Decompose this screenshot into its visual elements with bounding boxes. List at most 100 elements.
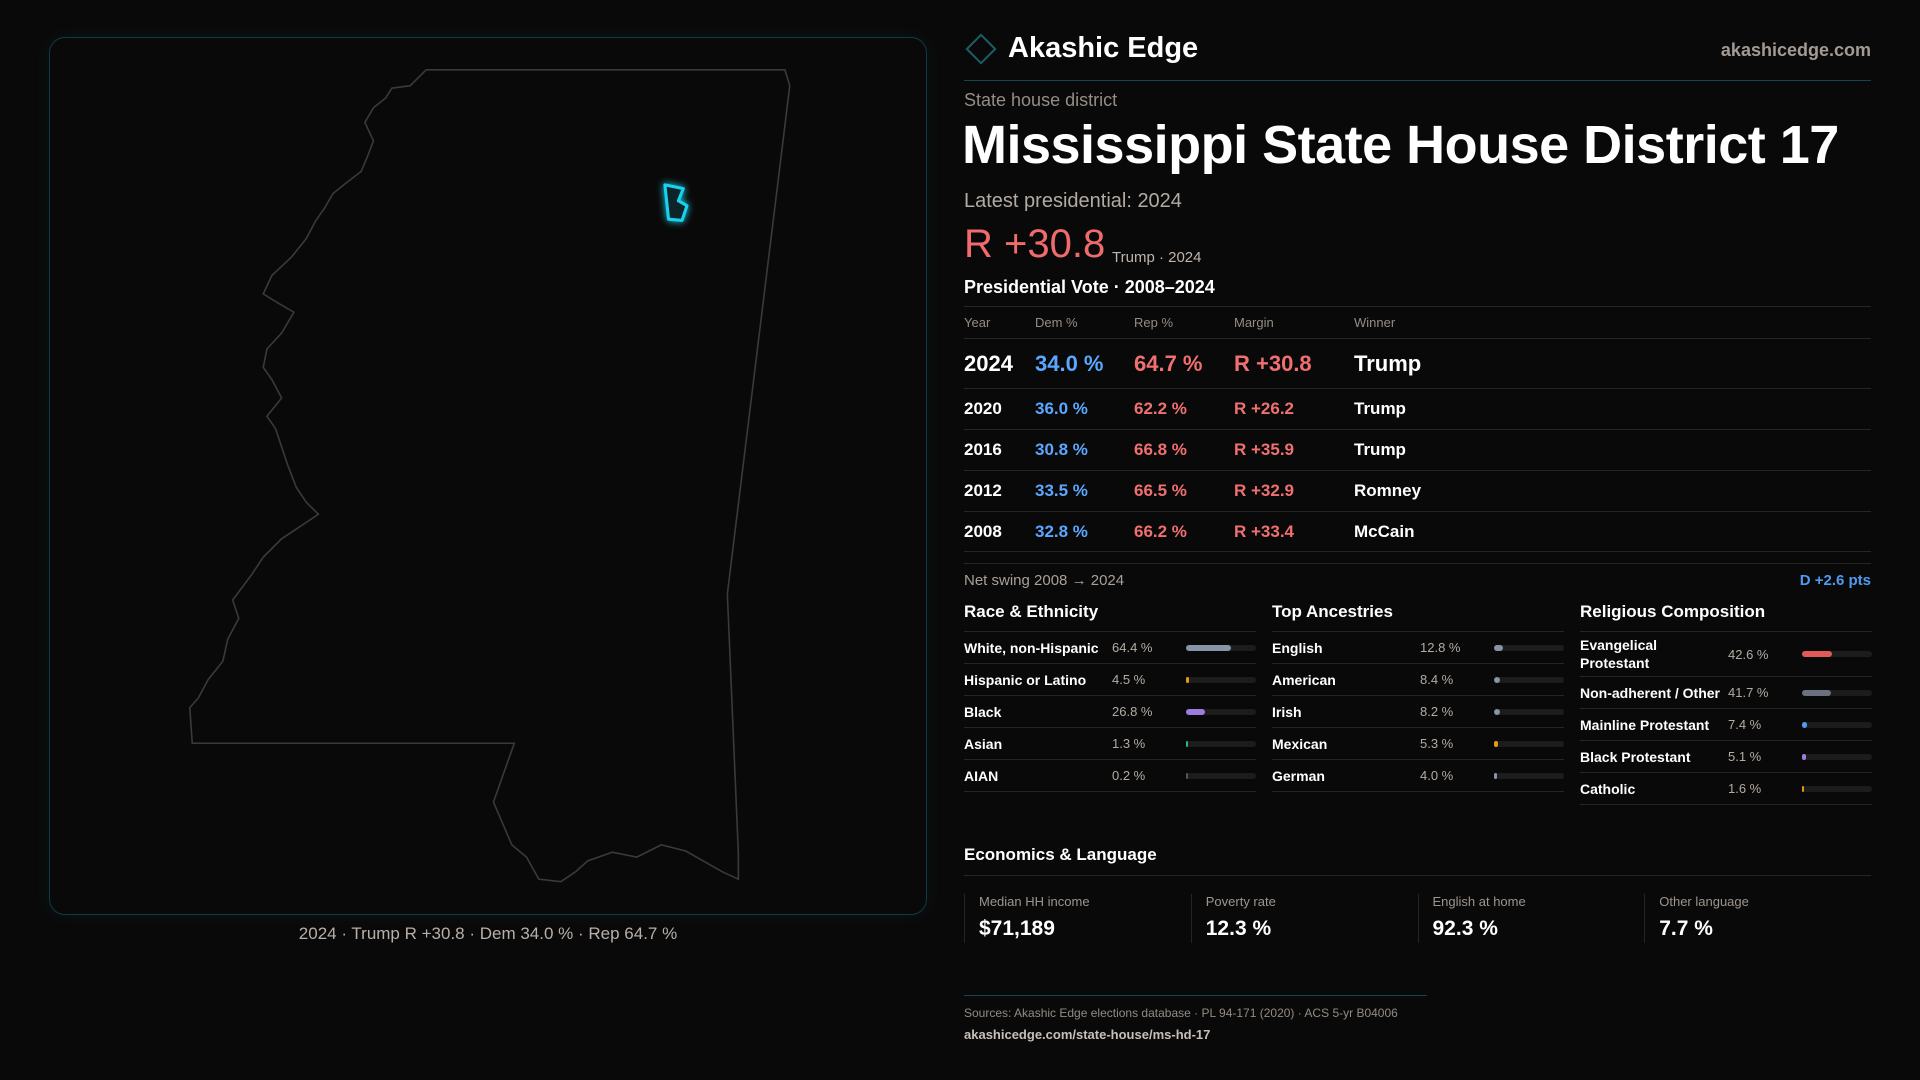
diamond-outline-icon <box>965 32 997 65</box>
col-winner: Winner <box>1354 315 1396 330</box>
list-item: German 4.0 % <box>1272 760 1564 792</box>
stat-card: Other language 7.7 % <box>1644 894 1871 943</box>
page-url[interactable]: akashicedge.com/state-house/ms-hd-17 <box>964 1027 1211 1042</box>
cell-year: 2016 <box>964 440 1002 459</box>
list-item: American 8.4 % <box>1272 664 1564 696</box>
map-panel[interactable] <box>49 37 927 915</box>
item-bar <box>1802 785 1872 792</box>
item-bar-fill <box>1802 689 1832 696</box>
cell-rep: 66.8 % <box>1134 440 1187 459</box>
table-row: 2008 32.8 % 66.2 % R +33.4 McCain <box>964 511 1871 552</box>
cell-rep: 62.2 % <box>1134 399 1187 418</box>
item-bar-fill <box>1802 721 1808 728</box>
item-label: AIAN <box>964 767 999 784</box>
col-margin: Margin <box>1234 315 1274 330</box>
list-item: Black Protestant 5.1 % <box>1580 741 1872 773</box>
cell-margin: R +30.8 <box>1234 350 1312 376</box>
cell-margin: R +35.9 <box>1234 440 1295 459</box>
cell-rep: 66.5 % <box>1134 481 1187 500</box>
list-item: White, non-Hispanic 64.4 % <box>964 632 1256 664</box>
cell-dem: 33.5 % <box>1035 481 1088 500</box>
item-bar <box>1802 753 1872 760</box>
item-label: Evangelical Protestant <box>1580 637 1658 671</box>
list-item: Hispanic or Latino 4.5 % <box>964 664 1256 696</box>
cell-dem: 32.8 % <box>1035 521 1088 541</box>
item-value: 0.2 % <box>1112 768 1146 783</box>
list-item: Irish 8.2 % <box>1272 696 1564 728</box>
cell-dem: 36.0 % <box>1035 399 1088 418</box>
cell-winner: Romney <box>1354 481 1422 500</box>
list-item: Catholic 1.6 % <box>1580 773 1872 805</box>
headline-margin-sub: Trump · 2024 <box>1112 249 1202 266</box>
site-link[interactable]: akashicedge.com <box>1720 40 1871 60</box>
stat-label: English at home <box>1432 894 1526 909</box>
table-row: 2016 30.8 % 66.8 % R +35.9 Trump <box>964 429 1871 470</box>
stat-value: 92.3 % <box>1432 917 1498 940</box>
item-bar-fill <box>1186 676 1190 683</box>
list-item: Black 26.8 % <box>964 696 1256 728</box>
item-bar-fill <box>1802 785 1804 792</box>
stat-value: $71,189 <box>979 917 1055 940</box>
item-label: Irish <box>1272 703 1302 720</box>
item-value: 12.8 % <box>1420 640 1461 655</box>
col-year: Year <box>964 315 991 330</box>
list-item: Mainline Protestant 7.4 % <box>1580 709 1872 741</box>
item-label: Black Protestant <box>1580 748 1691 765</box>
item-value: 1.3 % <box>1112 736 1146 751</box>
race-ethnicity-section: Race & Ethnicity White, non-Hispanic 64.4 … <box>964 602 1256 792</box>
item-label: Mexican <box>1272 735 1328 752</box>
table-header: Year Dem % Rep % Margin Winner <box>964 306 1871 338</box>
cell-dem: 30.8 % <box>1035 440 1088 459</box>
item-bar <box>1802 651 1872 657</box>
item-bar <box>1186 740 1256 747</box>
item-bar-fill <box>1186 644 1232 651</box>
brand-name: Akashic Edge <box>1008 32 1199 64</box>
cell-margin: R +32.9 <box>1234 481 1295 500</box>
list-item: Evangelical Protestant 42.6 % <box>1580 632 1872 677</box>
item-bar <box>1494 708 1564 715</box>
stat-value: 12.3 % <box>1205 917 1272 940</box>
item-bar <box>1186 644 1256 651</box>
table-row: 2024 34.0 % 64.7 % R +30.8 Trump <box>964 338 1871 388</box>
item-value: 4.0 % <box>1420 768 1454 783</box>
item-bar-fill <box>1494 644 1503 651</box>
item-bar <box>1186 772 1256 779</box>
item-value: 5.3 % <box>1420 736 1454 751</box>
presidential-table: Year Dem % Rep % Margin Winner 2024 34.0 … <box>964 306 1871 552</box>
cell-winner: McCain <box>1354 521 1415 541</box>
col-rep: Rep % <box>1134 315 1174 330</box>
cell-year: 2020 <box>964 399 1002 418</box>
item-bar <box>1494 740 1564 747</box>
header-divider <box>964 80 1871 81</box>
item-value: 41.7 % <box>1728 685 1769 700</box>
sources: Sources: Akashic Edge elections database… <box>964 1006 1398 1020</box>
item-label: English <box>1272 639 1323 656</box>
section-title: Economics & Language <box>964 845 1871 876</box>
map-caption: 2024 · Trump R +30.8 · Dem 34.0 % · Rep … <box>298 924 678 943</box>
item-value: 5.1 % <box>1728 749 1762 764</box>
item-bar-fill <box>1494 708 1500 715</box>
item-bar <box>1494 676 1564 683</box>
cell-year: 2024 <box>964 350 1013 376</box>
item-bar-fill <box>1494 676 1500 683</box>
list-item: AIAN 0.2 % <box>964 760 1256 792</box>
brand[interactable]: Akashic Edge <box>964 32 1198 65</box>
cell-year: 2012 <box>964 481 1002 500</box>
stat-card: Median HH income $71,189 <box>964 894 1191 943</box>
item-bar <box>1802 721 1872 728</box>
item-bar-fill <box>1186 740 1188 747</box>
item-value: 1.6 % <box>1728 781 1762 796</box>
mississippi-state-outline <box>188 69 791 883</box>
item-bar <box>1494 772 1564 779</box>
item-value: 42.6 % <box>1728 646 1769 662</box>
cell-winner: Trump <box>1354 350 1422 376</box>
item-label: Hispanic or Latino <box>964 671 1087 688</box>
item-value: 7.4 % <box>1728 717 1762 732</box>
list-item: English 12.8 % <box>1272 632 1564 664</box>
cell-margin: R +26.2 <box>1234 399 1295 418</box>
latest-presidential: Latest presidential: 2024 <box>964 190 1182 212</box>
item-label: Black <box>964 703 1002 720</box>
district-17-highlight[interactable] <box>663 183 689 222</box>
item-value: 8.2 % <box>1420 704 1454 719</box>
